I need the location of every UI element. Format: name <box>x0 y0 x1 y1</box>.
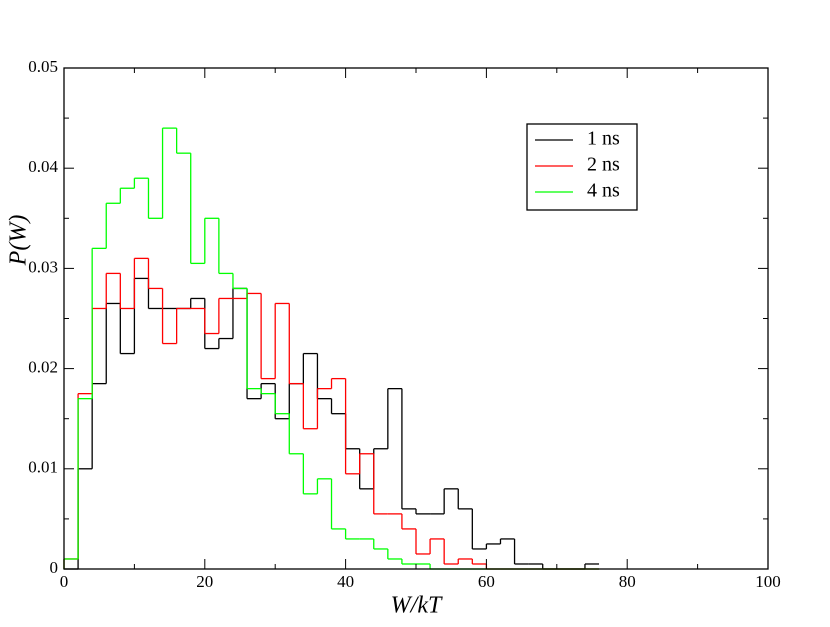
plot-frame <box>63 67 769 570</box>
x-tick-label: 80 <box>619 572 636 591</box>
y-tick-label: 0.04 <box>28 157 58 176</box>
legend-label: 1 ns <box>587 128 620 150</box>
y-tick-label: 0.03 <box>28 257 58 276</box>
x-tick-label: 100 <box>755 572 781 591</box>
x-tick-label: 20 <box>196 572 213 591</box>
legend-box <box>526 123 638 211</box>
x-tick-label: 0 <box>60 572 69 591</box>
legend-label: 4 ns <box>587 180 620 202</box>
legend-label: 2 ns <box>587 154 620 176</box>
y-tick-label: 0.05 <box>28 57 58 76</box>
y-tick-label: 0.02 <box>28 358 58 377</box>
x-tick-label: 60 <box>478 572 495 591</box>
x-axis-label: W/kT <box>391 593 443 619</box>
y-axis-label: P(W) <box>6 215 32 267</box>
y-tick-label: 0.01 <box>28 458 58 477</box>
x-tick-label: 40 <box>337 572 354 591</box>
y-tick-label: 0 <box>50 558 59 577</box>
